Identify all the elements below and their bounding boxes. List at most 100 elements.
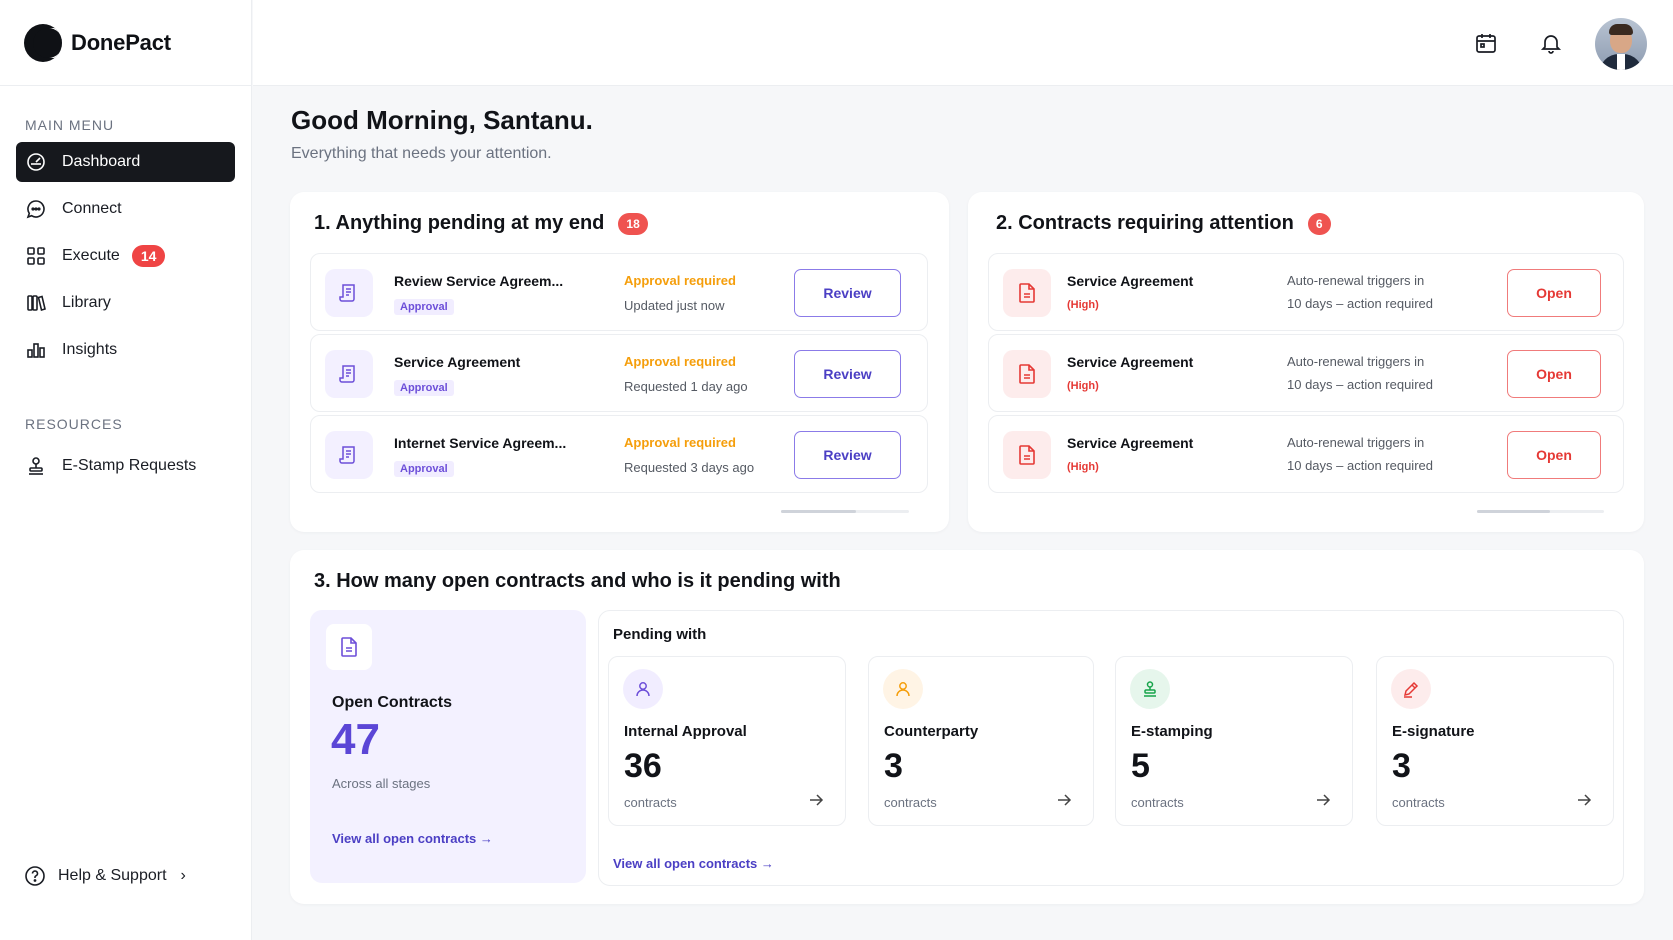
- list-item[interactable]: Internet Service Agreem... Approval Appr…: [310, 415, 928, 493]
- document-list-icon: [325, 269, 373, 317]
- row-detail: 10 days – action required: [1287, 458, 1433, 473]
- tile-unit: contracts: [1392, 795, 1445, 810]
- approval-tag: Approval: [394, 380, 454, 396]
- open-contracts-card-title: 3. How many open contracts and who is it…: [314, 570, 841, 592]
- help-support-label: Help & Support: [58, 867, 167, 884]
- document-icon: [1003, 431, 1051, 479]
- list-item[interactable]: Service Agreement Approval Approval requ…: [310, 334, 928, 412]
- document-list-icon: [325, 431, 373, 479]
- attention-card: 2. Contracts requiring attention 6 Servi…: [968, 192, 1644, 532]
- sidebar-item-insights[interactable]: Insights: [16, 330, 235, 370]
- tile-label: Counterparty: [884, 723, 979, 740]
- approval-tag: Approval: [394, 461, 454, 477]
- row-detail: Auto-renewal triggers in: [1287, 273, 1425, 288]
- grid-icon: [26, 246, 46, 266]
- pending-tile-counterparty[interactable]: Counterparty 3 contracts: [868, 656, 1094, 826]
- sidebar-item-label: Dashboard: [62, 153, 141, 170]
- pending-title-text: 1. Anything pending at my end: [314, 212, 605, 234]
- horizontal-scrollbar[interactable]: [781, 510, 909, 513]
- attention-count-badge: 6: [1307, 212, 1331, 235]
- open-contracts-count: 47: [331, 715, 380, 764]
- chart-icon: [26, 340, 46, 360]
- open-button[interactable]: Open: [1507, 350, 1601, 398]
- open-contracts-label: Open Contracts: [332, 694, 453, 711]
- link-label: View all open contracts: [332, 831, 477, 846]
- arrow-right-icon: →: [479, 831, 493, 846]
- row-title: Review Service Agreem...: [394, 273, 564, 289]
- list-item[interactable]: Service Agreement (High) Auto-renewal tr…: [988, 415, 1624, 493]
- pending-tile-e-stamping[interactable]: E-stamping 5 contracts: [1115, 656, 1353, 826]
- row-time: Requested 3 days ago: [624, 460, 755, 475]
- arrow-right-icon: [1575, 791, 1593, 809]
- review-button[interactable]: Review: [794, 269, 901, 317]
- row-status: Approval required: [624, 354, 736, 369]
- sidebar-item-label: Library: [62, 294, 111, 311]
- link-label: View all open contracts: [613, 856, 758, 871]
- tile-count: 3: [884, 747, 903, 785]
- sidebar-item-execute[interactable]: Execute 14: [16, 236, 235, 276]
- user-icon: [883, 669, 923, 709]
- list-item[interactable]: Review Service Agreem... Approval Approv…: [310, 253, 928, 331]
- dashboard-icon: [26, 152, 46, 172]
- pending-tile-e-signature[interactable]: E-signature 3 contracts: [1376, 656, 1614, 826]
- attention-card-title: 2. Contracts requiring attention 6: [996, 212, 1331, 235]
- row-detail: Auto-renewal triggers in: [1287, 354, 1425, 369]
- sidebar-item-label: Execute: [62, 247, 120, 264]
- row-detail: 10 days – action required: [1287, 377, 1433, 392]
- document-list-icon: [325, 350, 373, 398]
- sidebar-item-label: Connect: [62, 200, 122, 217]
- arrow-right-icon: [1055, 791, 1073, 809]
- list-item[interactable]: Service Agreement (High) Auto-renewal tr…: [988, 334, 1624, 412]
- bell-icon[interactable]: [1536, 28, 1566, 58]
- review-button[interactable]: Review: [794, 431, 901, 479]
- pending-with-panel: Pending with Internal Approval 36 contra…: [598, 610, 1624, 886]
- chevron-right-icon: ›: [180, 867, 186, 884]
- list-item[interactable]: Service Agreement (High) Auto-renewal tr…: [988, 253, 1624, 331]
- calendar-icon[interactable]: [1471, 28, 1501, 58]
- open-button[interactable]: Open: [1507, 269, 1601, 317]
- arrow-right-icon: →: [760, 856, 774, 871]
- row-title: Service Agreement: [1067, 435, 1194, 451]
- chat-icon: [26, 199, 46, 219]
- sidebar-item-estamp-requests[interactable]: E-Stamp Requests: [16, 446, 235, 486]
- sidebar-item-connect[interactable]: Connect: [16, 189, 235, 229]
- page-title: Good Morning, Santanu.: [291, 105, 593, 135]
- open-contracts-summary: Open Contracts 47 Across all stages View…: [310, 610, 586, 883]
- sidebar-item-label: Insights: [62, 341, 118, 358]
- view-all-pending-contracts-link[interactable]: View all open contracts →: [613, 856, 774, 871]
- avatar[interactable]: [1595, 18, 1647, 70]
- priority-tag: (High): [1067, 299, 1099, 311]
- brand-name: DonePact: [71, 29, 171, 55]
- sidebar-item-library[interactable]: Library: [16, 283, 235, 323]
- open-button[interactable]: Open: [1507, 431, 1601, 479]
- execute-count-badge: 14: [131, 245, 166, 267]
- pending-card: 1. Anything pending at my end 18 Review …: [290, 192, 949, 532]
- top-bar: [253, 0, 1673, 86]
- pen-icon: [1391, 669, 1431, 709]
- help-icon: [24, 865, 46, 887]
- priority-tag: (High): [1067, 380, 1099, 392]
- pending-tile-internal-approval[interactable]: Internal Approval 36 contracts: [608, 656, 846, 826]
- open-contracts-card: 3. How many open contracts and who is it…: [290, 550, 1644, 904]
- page-subtitle: Everything that needs your attention.: [291, 145, 552, 162]
- sidebar-item-dashboard[interactable]: Dashboard: [16, 142, 235, 182]
- arrow-right-icon: [1314, 791, 1332, 809]
- stamp-icon: [1130, 669, 1170, 709]
- row-status: Approval required: [624, 435, 736, 450]
- brand[interactable]: DonePact: [0, 0, 251, 86]
- tile-unit: contracts: [624, 795, 677, 810]
- document-icon: [1003, 269, 1051, 317]
- scrollbar-thumb[interactable]: [781, 510, 856, 513]
- approval-tag: Approval: [394, 299, 454, 315]
- horizontal-scrollbar[interactable]: [1477, 510, 1604, 513]
- row-title: Service Agreement: [1067, 354, 1194, 370]
- tile-label: Internal Approval: [624, 723, 747, 740]
- help-support-link[interactable]: Help & Support ›: [24, 865, 186, 887]
- scrollbar-thumb[interactable]: [1477, 510, 1550, 513]
- tile-unit: contracts: [884, 795, 937, 810]
- review-button[interactable]: Review: [794, 350, 901, 398]
- resources-heading: RESOURCES: [25, 416, 123, 432]
- row-time: Requested 1 day ago: [624, 379, 748, 394]
- priority-tag: (High): [1067, 461, 1099, 473]
- view-all-open-contracts-link[interactable]: View all open contracts →: [332, 831, 493, 846]
